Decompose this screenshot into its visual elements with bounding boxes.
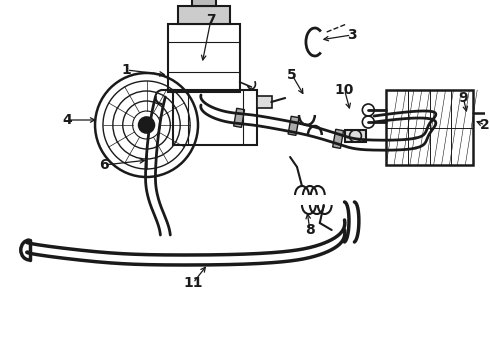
Bar <box>178 6 230 24</box>
Text: 10: 10 <box>335 83 354 97</box>
Bar <box>333 129 343 148</box>
Text: 6: 6 <box>99 158 109 172</box>
Circle shape <box>139 117 154 133</box>
Bar <box>173 90 257 145</box>
Text: 2: 2 <box>480 118 490 132</box>
Text: 8: 8 <box>305 223 315 237</box>
Bar <box>288 116 299 135</box>
Bar <box>257 96 272 108</box>
Text: 5: 5 <box>287 68 297 82</box>
Bar <box>192 0 216 6</box>
Bar <box>344 130 367 142</box>
Bar <box>168 24 240 92</box>
Text: 9: 9 <box>459 91 468 105</box>
Text: 1: 1 <box>122 63 132 77</box>
Text: 3: 3 <box>346 28 356 42</box>
Bar <box>234 108 245 127</box>
Text: 4: 4 <box>62 113 72 127</box>
Text: 11: 11 <box>183 276 203 290</box>
Text: 7: 7 <box>206 13 216 27</box>
Bar <box>386 90 473 165</box>
